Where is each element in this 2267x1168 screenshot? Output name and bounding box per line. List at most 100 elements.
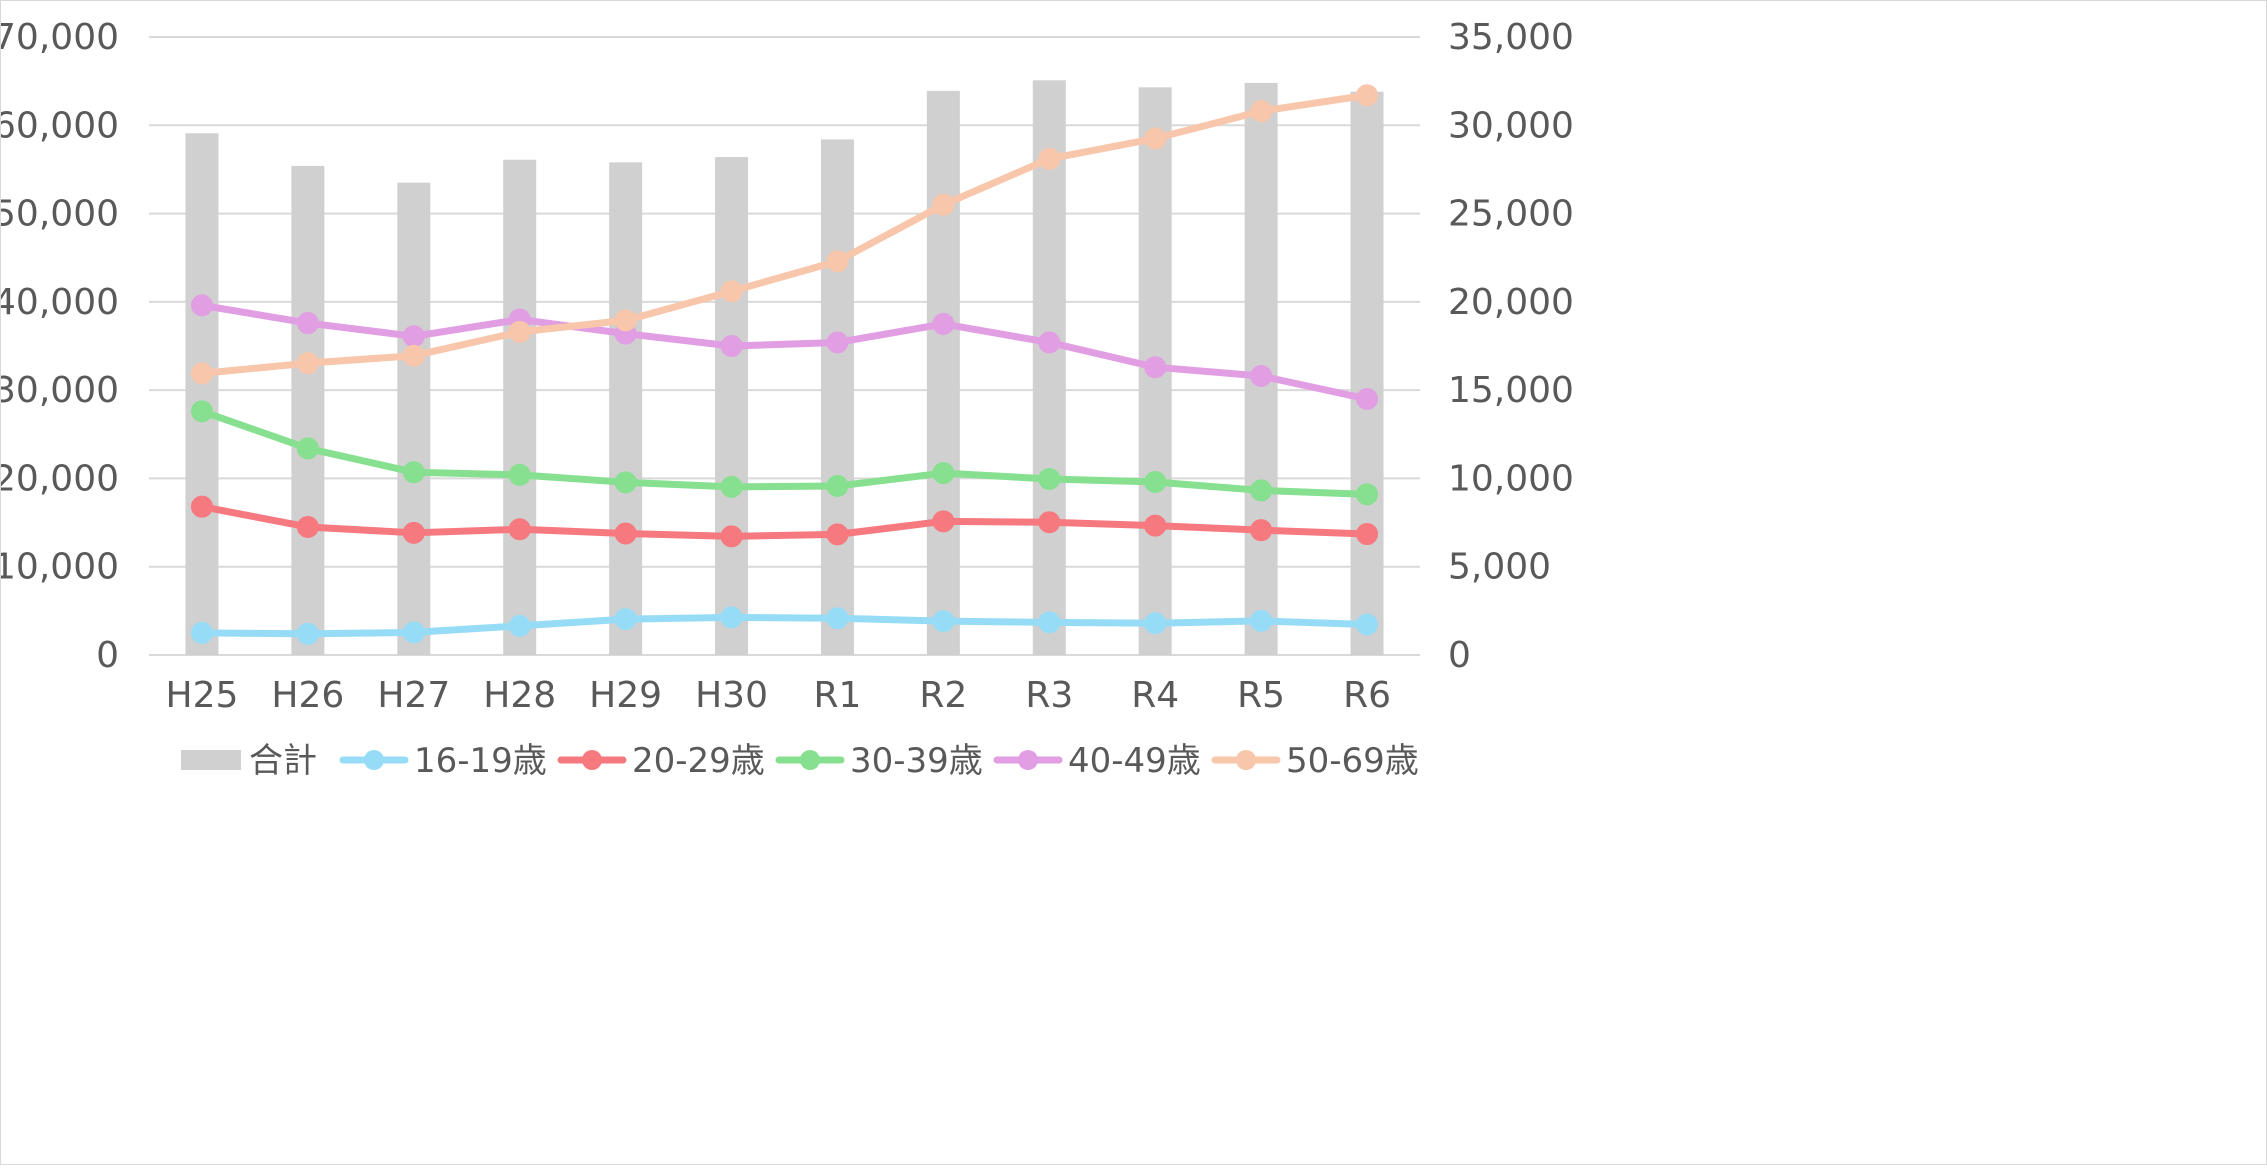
series-point xyxy=(190,400,213,423)
legend-label: 40-49歳 xyxy=(1068,741,1201,781)
bar-series-total xyxy=(185,80,1384,656)
right-axis-tick-label: 30,000 xyxy=(1448,105,1574,146)
series-point xyxy=(508,463,531,486)
series-point xyxy=(1250,365,1273,388)
legend-marker xyxy=(364,750,384,770)
x-axis-tick-label: H26 xyxy=(271,675,344,716)
legend-item: 16-19歳 xyxy=(339,741,547,781)
series-point xyxy=(720,280,743,303)
series-line xyxy=(198,407,1371,498)
series-point xyxy=(296,622,319,645)
x-axis-tick-label: H25 xyxy=(166,675,239,716)
series-point xyxy=(1356,387,1379,410)
left-axis-tick-label: 50,000 xyxy=(1,194,119,235)
series-point xyxy=(402,621,425,644)
series-point xyxy=(932,462,955,485)
series-point xyxy=(720,525,743,548)
bar-total xyxy=(609,162,643,655)
line-series xyxy=(190,606,1379,645)
series-point xyxy=(508,518,531,541)
bar-total xyxy=(185,133,219,655)
series-point xyxy=(296,352,319,375)
series-point xyxy=(1038,611,1061,634)
series-point xyxy=(508,614,531,637)
legend-label: 20-29歳 xyxy=(632,741,765,781)
series-point xyxy=(1356,84,1379,107)
series-point xyxy=(1038,511,1061,534)
series-point xyxy=(190,495,213,518)
left-axis: 0 10,000 20,000 30,000 40,000 50,000 60,000 70,… xyxy=(0,17,119,676)
series-point xyxy=(614,471,637,494)
legend-marker xyxy=(582,750,602,770)
series-point xyxy=(402,461,425,484)
series-point xyxy=(1144,470,1167,493)
line-series xyxy=(190,495,1379,548)
bar-total xyxy=(715,157,749,655)
left-axis-tick-label: 70,000 xyxy=(1,17,119,58)
series-point xyxy=(296,437,319,460)
line-series xyxy=(190,84,1379,385)
x-axis-tick-label: H27 xyxy=(377,675,450,716)
bar-total xyxy=(820,139,854,655)
series-point xyxy=(932,193,955,216)
legend-item: 20-29歳 xyxy=(557,741,765,781)
left-axis-tick-label: 40,000 xyxy=(1,282,119,323)
series-point xyxy=(826,331,849,354)
x-axis-tick-label: R3 xyxy=(1025,675,1073,716)
series-point xyxy=(1144,514,1167,537)
series-point xyxy=(614,309,637,332)
left-axis-tick-label: 0 xyxy=(96,635,119,676)
series-point xyxy=(720,335,743,357)
bar-total xyxy=(291,165,325,655)
legend-marker xyxy=(800,750,820,770)
legend-item: 30-39歳 xyxy=(775,741,983,781)
series-line xyxy=(198,91,1371,377)
left-axis-tick-label: 30,000 xyxy=(1,370,119,411)
legend-label: 合計 xyxy=(249,741,317,781)
series-point xyxy=(1250,100,1273,123)
series-point xyxy=(1356,523,1379,546)
series-point xyxy=(1038,467,1061,490)
right-axis-tick-label: 5,000 xyxy=(1448,547,1551,588)
series-point xyxy=(932,510,955,533)
series-point xyxy=(720,606,743,629)
series-point xyxy=(1250,479,1273,502)
x-axis-tick-label: R1 xyxy=(813,675,861,716)
legend-marker xyxy=(1236,750,1256,770)
x-axis-tick-label: H29 xyxy=(589,675,662,716)
series-point xyxy=(826,523,849,546)
bar-total xyxy=(503,159,537,655)
series-point xyxy=(614,608,637,631)
left-axis-tick-label: 20,000 xyxy=(1,458,119,499)
series-point xyxy=(508,320,531,343)
x-axis-tick-label: R5 xyxy=(1237,675,1285,716)
legend-swatch xyxy=(181,750,241,770)
series-point xyxy=(1250,519,1273,542)
x-axis-tick-label: R4 xyxy=(1131,675,1179,716)
series-point xyxy=(296,515,319,538)
series-point xyxy=(826,475,849,498)
series-point xyxy=(1144,356,1167,379)
bar-total xyxy=(397,182,431,655)
x-axis-tick-label: R6 xyxy=(1343,675,1391,716)
series-point xyxy=(1356,613,1379,636)
right-axis-tick-label: 15,000 xyxy=(1448,370,1574,411)
series-point xyxy=(402,325,425,348)
series-point xyxy=(932,312,955,335)
line-series-group xyxy=(190,84,1379,645)
line-series xyxy=(190,400,1379,506)
legend-label: 16-19歳 xyxy=(414,741,547,781)
series-point xyxy=(1038,331,1061,354)
x-axis-tick-label: H28 xyxy=(483,675,556,716)
x-axis: H25 H26 H27 H28 H29 H30 R1 R2 R3 R4 R5 R6 xyxy=(166,675,1391,716)
gridlines xyxy=(149,36,1420,656)
series-point xyxy=(826,250,849,273)
left-axis-tick-label: 60,000 xyxy=(1,105,119,146)
right-axis-tick-label: 0 xyxy=(1448,635,1471,676)
series-line xyxy=(198,613,1371,638)
legend-item: 50-69歳 xyxy=(1211,741,1419,781)
legend-marker xyxy=(1018,750,1038,770)
series-point xyxy=(190,362,213,385)
series-point xyxy=(190,621,213,644)
